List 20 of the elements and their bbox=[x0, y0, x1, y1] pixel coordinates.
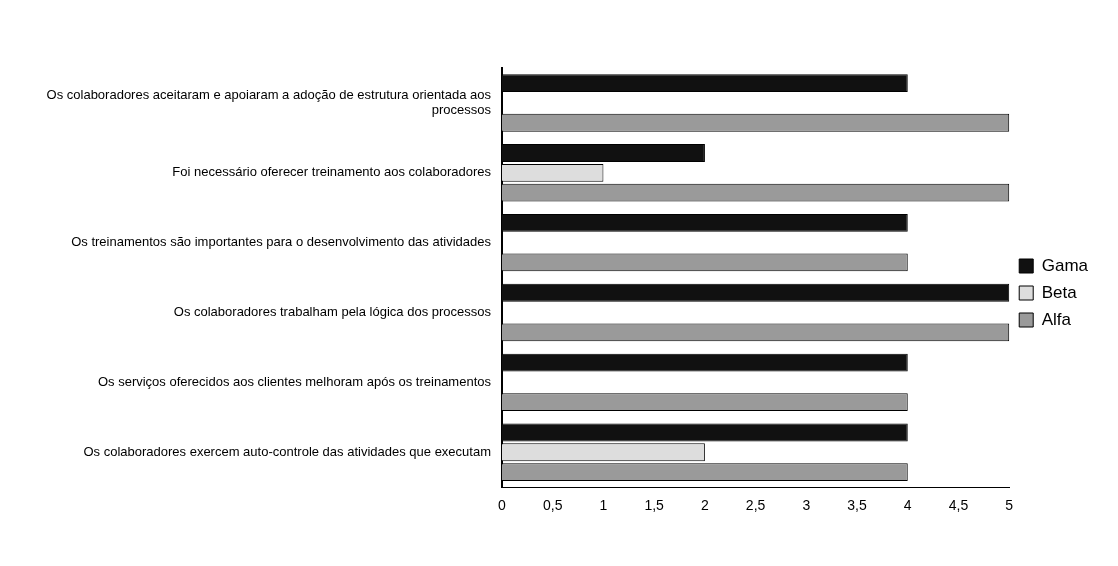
y-tick-label: Os colaboradores trabalham pela lógica dos processos bbox=[173, 304, 492, 320]
x-tick-label: 2 bbox=[700, 497, 709, 514]
x-tick-label: 1,5 bbox=[644, 497, 665, 514]
y-tick-label: Os colaboradores exercem auto-controle das atividades que executam bbox=[83, 443, 491, 459]
y-tick-label: Foi necessário oferecer treinamento aos colaboradores bbox=[172, 164, 492, 180]
x-tick-label: 4,5 bbox=[948, 497, 969, 514]
legend-label: Gama bbox=[1041, 255, 1089, 275]
x-tick-label: 3,5 bbox=[847, 497, 867, 514]
x-tick-label: 5 bbox=[1005, 497, 1014, 514]
x-tick-label: 3 bbox=[802, 497, 811, 514]
x-tick-label: 0,5 bbox=[542, 497, 563, 514]
x-tick-label: 2,5 bbox=[745, 497, 766, 514]
y-tick-label: Os colaboradores aceitaram e apoiaram a adoção de estrutura orientada aos processos bbox=[46, 86, 492, 118]
legend-label: Alfa bbox=[1041, 309, 1072, 329]
legend-label: Beta bbox=[1041, 282, 1078, 302]
y-tick-label: Os treinamentos são importantes para o desenvolvimento das atividades bbox=[71, 234, 492, 250]
x-tick-label: 4 bbox=[903, 497, 912, 514]
x-tick-label: 1 bbox=[599, 497, 608, 514]
y-tick-label: Os serviços oferecidos aos clientes melhoram após os treinamentos bbox=[97, 373, 492, 389]
x-tick-label: 0 bbox=[498, 497, 507, 514]
